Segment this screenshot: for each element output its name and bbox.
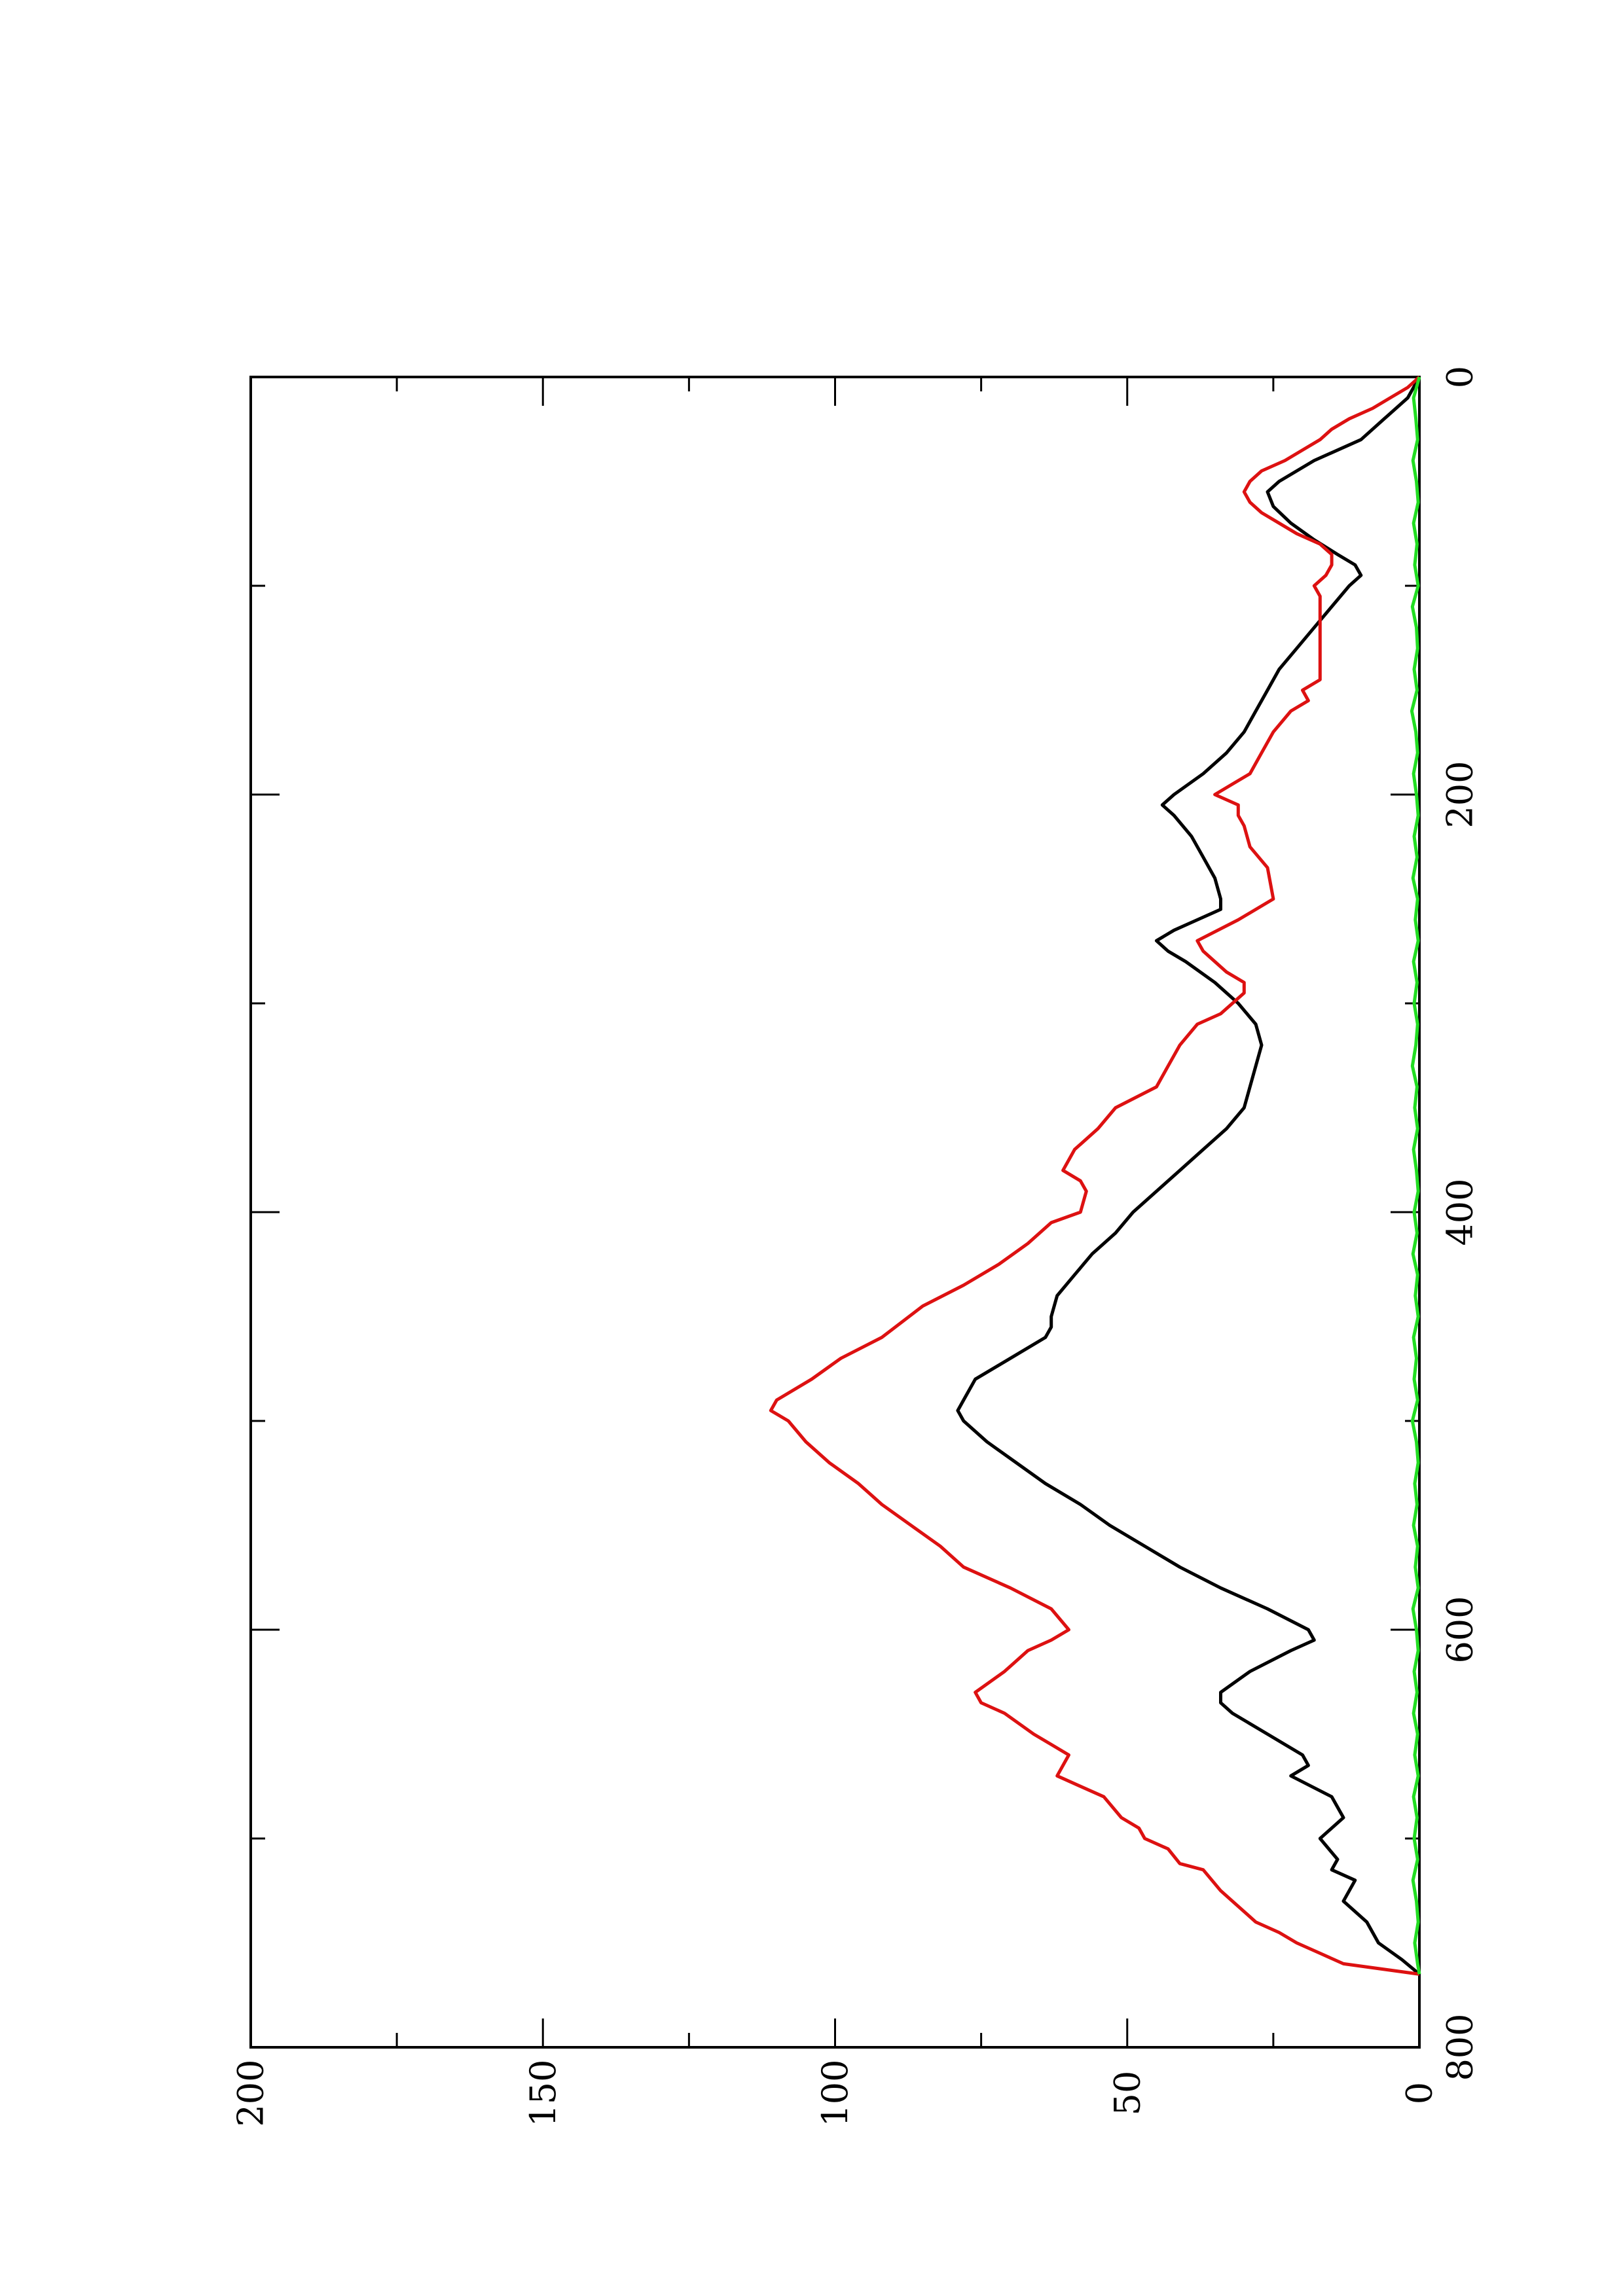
- y-tick-label: 150: [522, 2059, 564, 2126]
- x-tick-label: 400: [1440, 1178, 1481, 1246]
- data-series: [769, 376, 1421, 1976]
- x-tick-label: 600: [1440, 1596, 1481, 1663]
- series-line-3: [1410, 376, 1421, 1975]
- series-line-1: [956, 376, 1421, 1976]
- plot-frame: [249, 376, 1421, 2049]
- x-tick-label: 200: [1440, 761, 1481, 828]
- x-tick-label: 0: [1440, 366, 1481, 388]
- y-tick-label: 200: [230, 2059, 272, 2126]
- y-tick-label: 100: [814, 2059, 856, 2126]
- x-tick-label: 800: [1440, 2013, 1481, 2081]
- series-line-2: [769, 376, 1421, 1976]
- y-tick-label: 0: [1399, 2082, 1440, 2104]
- y-tick-label: 50: [1106, 2071, 1148, 2116]
- axis-ticks: [249, 376, 1421, 2049]
